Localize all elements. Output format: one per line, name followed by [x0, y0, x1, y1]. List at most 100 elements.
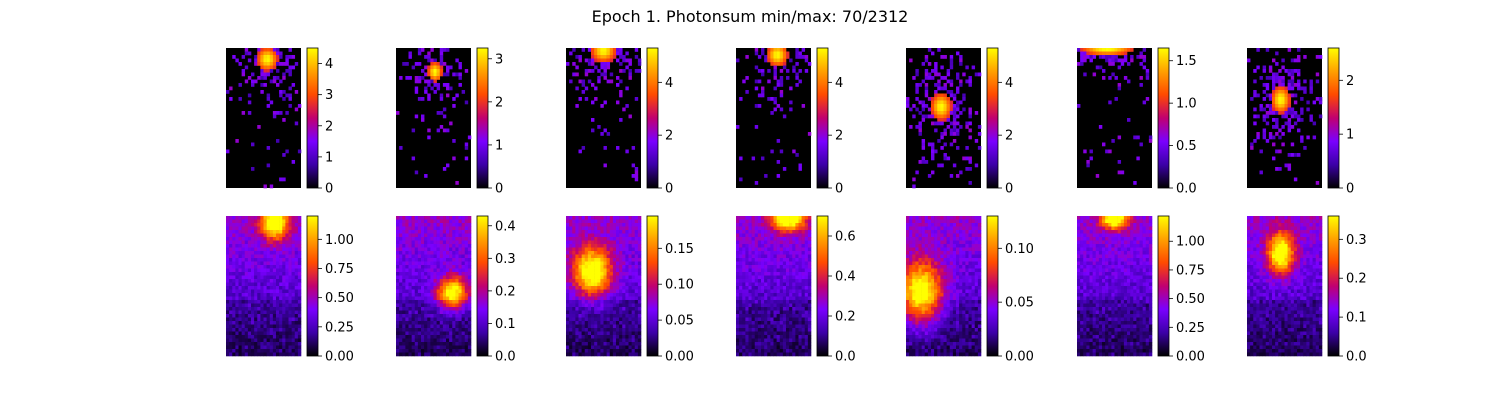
heatmap-cell	[232, 226, 236, 231]
heatmap-cell	[464, 352, 469, 357]
heatmap-cell	[757, 55, 762, 59]
heatmap-cell	[609, 265, 614, 269]
heatmap-cell	[918, 121, 922, 126]
heatmap-cell	[770, 258, 774, 262]
heatmap-cell	[773, 335, 777, 339]
heatmap-cell	[625, 335, 629, 339]
heatmap-cell	[297, 226, 302, 231]
heatmap-cell	[625, 247, 629, 252]
heatmap-cell	[424, 240, 428, 245]
heatmap-cell	[1108, 149, 1112, 154]
heatmap-cell	[417, 62, 422, 66]
heatmap-cell	[244, 279, 249, 283]
heatmap-cell	[591, 100, 595, 105]
heatmap-cell	[789, 307, 793, 311]
heatmap-cell	[436, 345, 441, 350]
heatmap-cell	[266, 349, 271, 353]
heatmap-cell	[606, 258, 611, 262]
heatmap-cell	[247, 328, 252, 332]
heatmap-cell	[776, 254, 781, 259]
colorbar-tick-label: 0.00	[325, 350, 354, 365]
heatmap-cell	[455, 72, 459, 77]
heatmap-cell	[405, 321, 409, 325]
heatmap-cell	[745, 303, 749, 308]
heatmap-cell	[452, 282, 456, 287]
heatmap-cell	[411, 331, 416, 336]
heatmap-cell	[411, 223, 416, 227]
heatmap-cell	[575, 65, 579, 70]
heatmap-cell	[260, 223, 264, 227]
heatmap-cell	[776, 338, 781, 343]
heatmap-cell	[591, 331, 595, 336]
heatmap-cell	[427, 219, 431, 224]
heatmap-cell	[226, 247, 230, 252]
heatmap-cell	[254, 349, 258, 353]
heatmap-cell	[782, 303, 787, 308]
heatmap-cell	[792, 244, 796, 248]
heatmap-cell	[572, 345, 576, 350]
heatmap-cell	[779, 79, 784, 84]
heatmap-cell	[257, 247, 261, 252]
heatmap-cell	[291, 296, 296, 301]
heatmap-cell	[464, 272, 469, 276]
heatmap-cell	[408, 303, 412, 308]
heatmap-cell	[584, 286, 589, 290]
heatmap-cell	[952, 97, 957, 101]
heatmap-cell	[1262, 65, 1267, 70]
heatmap-cell	[263, 251, 267, 255]
heatmap-cell	[584, 314, 589, 318]
heatmap-cell	[949, 132, 954, 136]
heatmap-cell	[294, 335, 299, 339]
heatmap-cell	[754, 310, 759, 315]
heatmap-cell	[238, 254, 242, 259]
heatmap-cell	[396, 328, 400, 332]
heatmap-cell	[1272, 111, 1276, 115]
heatmap-cell	[433, 251, 437, 255]
heatmap-cell	[934, 100, 938, 105]
heatmap-cell	[232, 293, 236, 297]
heatmap-cell	[798, 79, 802, 84]
heatmap-cell	[241, 338, 246, 343]
heatmap-cell	[297, 265, 302, 269]
heatmap-cell	[761, 265, 765, 269]
heatmap-cell	[442, 226, 447, 231]
heatmap-cell	[754, 265, 759, 269]
heatmap-cell	[257, 216, 261, 220]
heatmap-cell	[235, 226, 239, 231]
heatmap-cell	[566, 216, 570, 220]
heatmap-cell	[241, 251, 246, 255]
heatmap-cell	[789, 321, 793, 325]
heatmap-cell	[464, 146, 469, 150]
heatmap-cell	[569, 272, 573, 276]
heatmap-cell	[782, 244, 787, 248]
heatmap-cell	[751, 279, 756, 283]
heatmap-cell	[1297, 58, 1301, 63]
heatmap-cell	[461, 282, 466, 287]
heatmap-cell	[467, 258, 472, 262]
heatmap-cell	[251, 223, 255, 227]
heatmap-cell	[603, 226, 607, 231]
heatmap-cell	[606, 237, 611, 241]
heatmap-cell	[1089, 55, 1093, 59]
heatmap-cell	[424, 272, 428, 276]
heatmap-cell	[464, 69, 469, 73]
heatmap-cell	[764, 314, 768, 318]
heatmap-cell	[792, 247, 796, 252]
heatmap-cell	[634, 296, 639, 301]
heatmap-cell	[622, 303, 626, 308]
heatmap-cell	[430, 237, 434, 241]
heatmap-cell	[282, 223, 286, 227]
heatmap-cell	[587, 261, 592, 266]
heatmap-cell	[804, 310, 809, 315]
heatmap-cell	[294, 296, 299, 301]
heatmap-cell	[260, 307, 264, 311]
heatmap-cell	[776, 83, 781, 87]
heatmap-cell	[751, 293, 756, 297]
heatmap-cell	[260, 279, 264, 283]
heatmap-cell	[736, 310, 740, 315]
heatmap-cell	[1318, 100, 1323, 105]
heatmap-cell	[591, 223, 595, 227]
heatmap-cell	[606, 307, 611, 311]
heatmap-cell	[789, 240, 793, 245]
heatmap-cell	[921, 160, 926, 164]
